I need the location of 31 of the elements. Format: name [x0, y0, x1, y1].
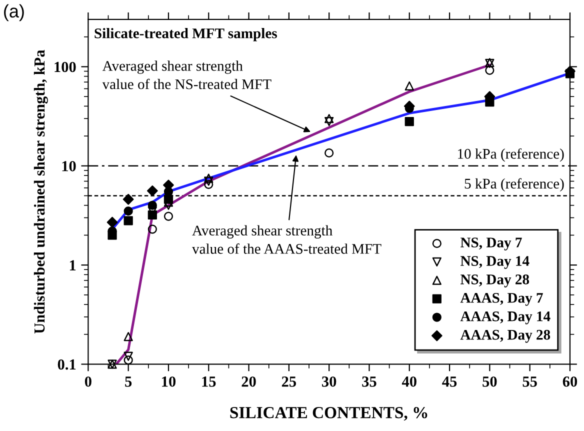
- y-tick-label: 10: [62, 161, 76, 172]
- y-axis-title: Undisturbed undrained shear strength, kPa: [34, 50, 48, 334]
- annotation: Averaged shear strength value of the AAAS-treated MFT: [192, 225, 382, 254]
- x-tick-label: 60: [562, 376, 578, 387]
- ref-line-label: 5 kPa (reference): [464, 178, 564, 192]
- x-tick-label: 55: [522, 376, 537, 387]
- y-tick-label: 100: [54, 62, 76, 72]
- x-tick-label: 30: [322, 376, 336, 387]
- text: (a): [4, 4, 24, 22]
- x-tick-label: 50: [482, 376, 497, 387]
- x-tick-label: 35: [362, 376, 376, 387]
- text: Silicate-treated MFT samples: [94, 28, 277, 42]
- x-tick-label: 15: [202, 376, 216, 387]
- y-tick-label: 1: [70, 260, 76, 270]
- ref-line-label: 10 kPa (reference): [458, 148, 564, 162]
- x-tick-label: 40: [402, 376, 416, 387]
- annotation: Averaged shear strength value of the NS-treated MFT: [102, 60, 272, 90]
- x-tick-label: 0: [84, 376, 92, 387]
- legend-label: AAAS, Day 14: [460, 311, 550, 324]
- x-tick-label: 10: [162, 376, 176, 387]
- x-axis-title: SILICATE CONTENTS, %: [230, 407, 428, 421]
- legend-label: NS, Day 14: [460, 256, 530, 269]
- x-tick-label: 5: [125, 376, 132, 387]
- x-tick-label: 25: [282, 376, 296, 387]
- legend-label: NS, Day 28: [460, 274, 530, 288]
- y-tick-label: 0.1: [58, 359, 76, 370]
- x-tick-label: 45: [442, 376, 457, 387]
- legend-label: AAAS, Day 28: [460, 330, 550, 343]
- legend-label: NS, Day 7: [460, 238, 522, 250]
- legend-label: AAAS, Day 7: [460, 292, 543, 306]
- x-tick-label: 20: [242, 376, 256, 387]
